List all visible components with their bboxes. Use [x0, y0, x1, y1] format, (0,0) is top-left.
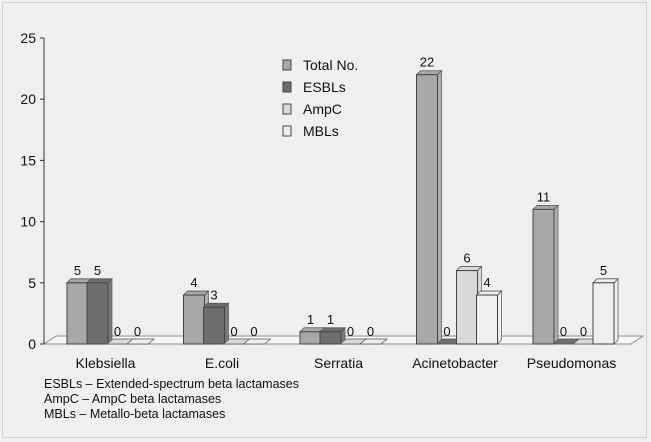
bar-top	[182, 290, 210, 296]
y-tick-label: 10	[20, 214, 36, 230]
bar-side	[497, 290, 502, 345]
bar-data-label: 4	[483, 275, 490, 290]
note-esbls: ESBLs – Extended-spectrum beta lactamase…	[44, 377, 299, 391]
bar	[416, 74, 438, 345]
bar-data-label: 4	[190, 275, 197, 290]
bar-data-label: 11	[537, 189, 551, 204]
bar-data-label: 0	[250, 324, 257, 339]
bar	[358, 338, 389, 345]
bar-side	[553, 204, 559, 345]
x-category-label: Klebsiella	[76, 355, 136, 371]
legend-swatch	[282, 103, 292, 115]
y-tick-label: 0	[28, 336, 36, 352]
bar-top	[475, 290, 503, 296]
bar-top	[455, 266, 483, 271]
bar	[86, 282, 109, 345]
bar	[66, 282, 89, 345]
bar	[476, 294, 498, 345]
bar-data-label: 0	[114, 324, 121, 339]
y-tick-label: 15	[20, 152, 36, 168]
y-tick-label: 5	[28, 275, 36, 291]
bar-top	[415, 70, 443, 76]
bar-data-label: 0	[230, 324, 237, 339]
bar-data-label: 0	[580, 324, 587, 339]
y-tick-label: 25	[20, 30, 36, 46]
bar	[125, 338, 156, 345]
bar-data-label: 22	[420, 55, 434, 70]
note-ampc: AmpC – AmpC beta lactamases	[44, 392, 222, 406]
bar-side	[613, 277, 619, 345]
x-category-label: E.coli	[205, 355, 239, 371]
bar-side	[224, 302, 229, 345]
legend-label: AmpC	[303, 101, 342, 117]
bar-top	[532, 204, 559, 210]
bar-data-label: 5	[600, 263, 607, 278]
bar-data-label: 1	[307, 312, 314, 327]
bar	[532, 208, 555, 345]
bar	[242, 338, 272, 345]
bar-data-label: 3	[210, 287, 217, 302]
bar	[183, 294, 205, 345]
bar-side	[107, 277, 113, 345]
chart-frame	[2, 2, 647, 438]
bar-data-label: 5	[94, 263, 101, 278]
bar-data-label: 6	[463, 251, 470, 266]
legend-label: MBLs	[303, 123, 339, 139]
bar-data-label: 0	[347, 324, 354, 339]
bar	[592, 282, 615, 345]
bar-top	[202, 302, 230, 308]
bar-data-label: 0	[367, 324, 374, 339]
bar	[203, 306, 225, 345]
bar-side	[437, 69, 442, 345]
bar-top	[319, 327, 346, 333]
x-category-label: Pseudomonas	[527, 355, 617, 371]
bar	[456, 270, 478, 345]
bar	[299, 331, 322, 345]
legend-swatch	[282, 81, 292, 93]
bar-data-label: 0	[443, 324, 450, 339]
bar-data-label: 0	[134, 324, 141, 339]
bar-top	[86, 278, 113, 284]
bar-data-label: 1	[327, 312, 334, 327]
bar-top	[592, 278, 619, 284]
legend-swatch	[282, 59, 292, 71]
bar-data-label: 0	[560, 324, 567, 339]
legend-label: Total No.	[303, 57, 358, 73]
note-mbls: MBLs – Metallo-beta lactamases	[44, 407, 226, 421]
y-tick-label: 20	[20, 91, 36, 107]
abbreviation-notes: ESBLs – Extended-spectrum beta lactamase…	[44, 377, 299, 422]
x-category-label: Serratia	[314, 355, 363, 371]
x-category-label: Acinetobacter	[412, 355, 498, 371]
bar	[319, 331, 342, 345]
bar-data-label: 5	[74, 263, 81, 278]
legend-swatch	[282, 125, 292, 137]
legend-label: ESBLs	[303, 79, 346, 95]
